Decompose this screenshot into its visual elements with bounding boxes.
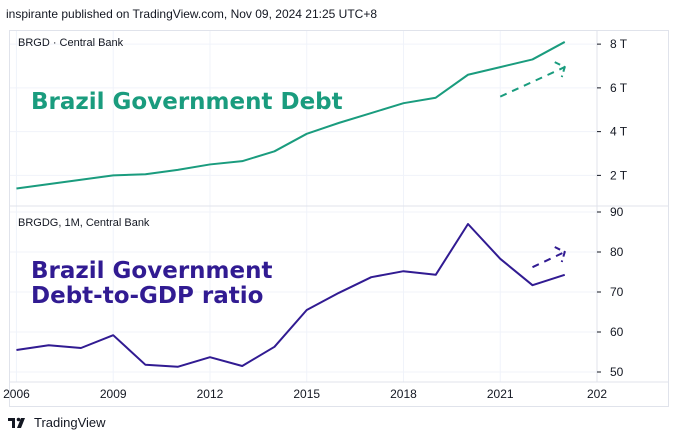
- y-tick-label-bottom: 60: [610, 325, 624, 339]
- footer: TradingView: [8, 415, 106, 430]
- chart-title-bottom-line: Brazil Government: [31, 258, 272, 284]
- forecast-arrow-ratio: [532, 251, 566, 269]
- series-line-debt: [16, 41, 566, 190]
- y-tick-label-bottom: 50: [610, 365, 624, 379]
- x-tick-label: 2009: [100, 387, 127, 401]
- forecast-arrow-debt: [499, 66, 566, 98]
- tradingview-logo-icon: [8, 417, 25, 428]
- x-tick-label: 202: [587, 387, 607, 401]
- chart-title-top: Brazil Government Debt: [31, 89, 343, 115]
- legend-bottom: BRGDG, 1M, Central Bank: [18, 217, 150, 229]
- x-tick-label: 2018: [390, 387, 417, 401]
- x-tick-label: 2012: [197, 387, 224, 401]
- y-tick-label-bottom: 80: [610, 245, 624, 259]
- chart-title-bottom-line: Debt-to-GDP ratio: [31, 283, 263, 309]
- y-tick-label-bottom: 90: [610, 205, 624, 219]
- legend-top: BRGD · Central Bank: [18, 37, 124, 49]
- tradingview-brand: TradingView: [34, 415, 106, 430]
- y-tick-label-top: 8 T: [610, 37, 628, 51]
- y-tick-label-bottom: 70: [610, 285, 624, 299]
- y-tick-label-top: 6 T: [610, 81, 628, 95]
- publish-header: inspirante published on TradingView.com,…: [6, 7, 378, 21]
- x-tick-label: 2021: [487, 387, 514, 401]
- y-tick-label-top: 2 T: [610, 168, 628, 182]
- forecast-arrow-ratio-head: [554, 246, 566, 263]
- x-tick-label: 2015: [293, 387, 320, 401]
- y-tick-label-top: 4 T: [610, 125, 628, 139]
- series-line-ratio: [16, 223, 566, 368]
- x-tick-label: 2006: [3, 387, 30, 401]
- forecast-arrow-debt-head: [554, 61, 566, 78]
- chart-frame: [9, 30, 669, 407]
